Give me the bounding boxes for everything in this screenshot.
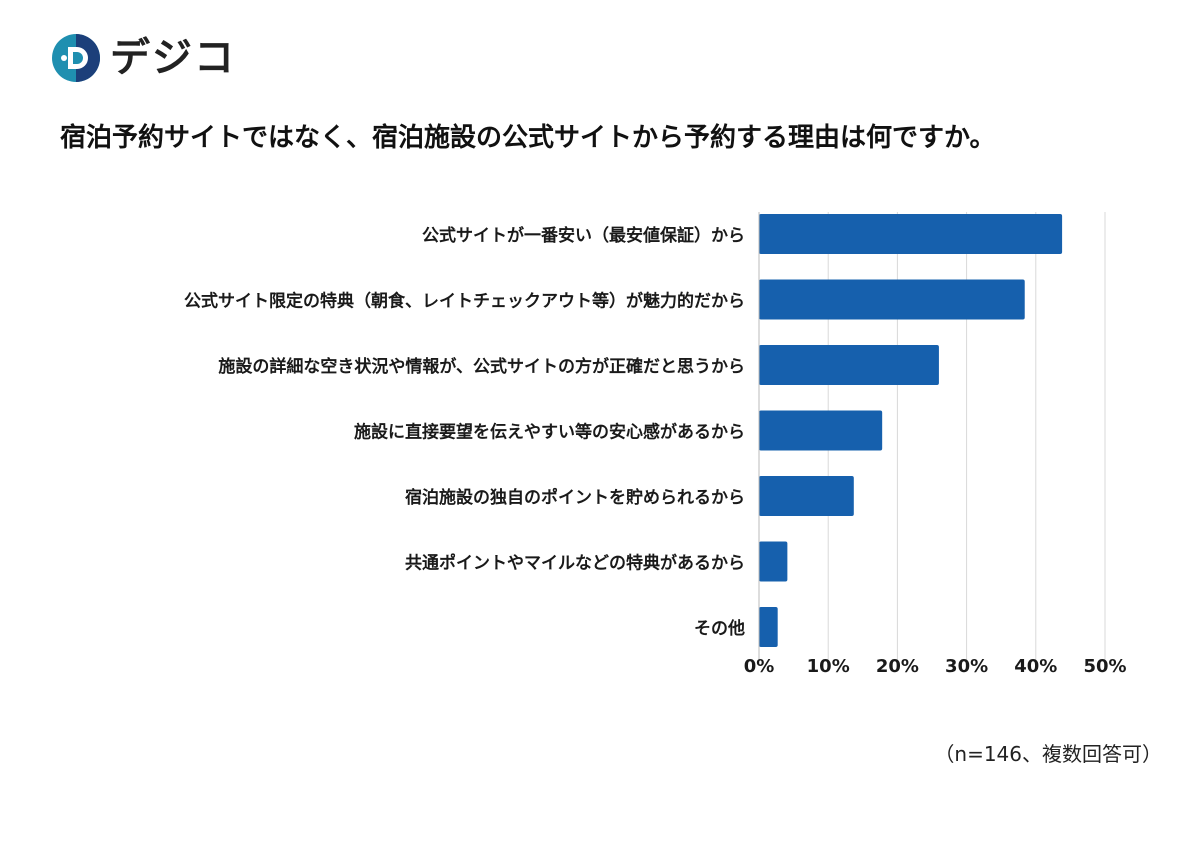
category-label: 施設に直接要望を伝えやすい等の安心感があるから xyxy=(354,422,745,443)
brand-name: デジコ xyxy=(110,35,236,81)
category-label: その他 xyxy=(694,618,745,639)
bar xyxy=(759,607,778,647)
bar xyxy=(759,279,1025,320)
x-tick-label: 40% xyxy=(1014,656,1057,677)
category-label: 公式サイト限定の特典（朝食、レイトチェックアウト等）が魅力的だから xyxy=(184,291,745,312)
digiko-logo-icon xyxy=(52,34,100,82)
survey-question: 宿泊予約サイトではなく、宿泊施設の公式サイトから予約する理由は何ですか。 xyxy=(60,123,996,153)
category-label: 施設の詳細な空き状況や情報が、公式サイトの方が正確だと思うから xyxy=(218,356,745,377)
category-label: 宿泊施設の独自のポイントを貯められるから xyxy=(405,487,745,508)
category-label: 公式サイトが一番安い（最安値保証）から xyxy=(422,225,745,246)
x-tick-label: 10% xyxy=(807,656,850,677)
category-label: 共通ポイントやマイルなどの特典があるから xyxy=(405,553,745,574)
bar xyxy=(759,345,939,385)
x-tick-label: 20% xyxy=(876,656,919,677)
brand-logo: デジコ xyxy=(50,32,236,84)
bar xyxy=(759,476,854,516)
bar xyxy=(759,214,1063,254)
bar xyxy=(759,410,883,451)
bar xyxy=(759,541,788,582)
x-tick-label: 50% xyxy=(1083,656,1126,677)
sample-note: （n=146、複数回答可） xyxy=(934,742,1162,766)
x-tick-label: 30% xyxy=(945,656,988,677)
x-tick-label: 0% xyxy=(744,656,775,677)
